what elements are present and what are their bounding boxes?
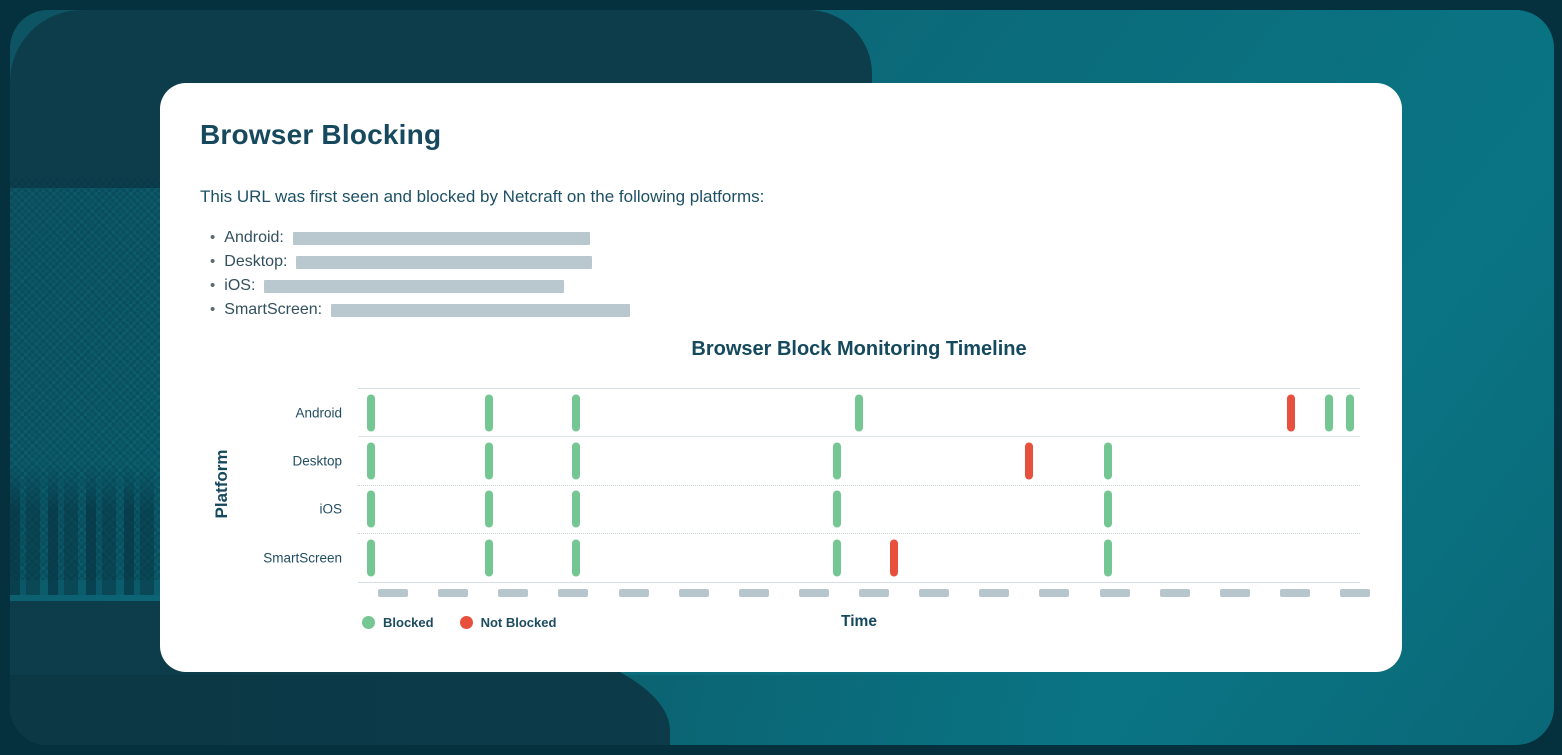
x-tick-redacted xyxy=(859,589,890,597)
platform-list-item: • Desktop: xyxy=(210,250,630,274)
legend-dot-blocked-icon xyxy=(362,615,375,629)
platform-row-label: iOS xyxy=(319,501,342,517)
event-mark-blocked xyxy=(1104,442,1113,480)
intro-text: This URL was first seen and blocked by N… xyxy=(200,187,765,206)
event-mark-blocked xyxy=(485,394,494,432)
bullet-icon: • xyxy=(210,276,216,294)
x-tick-redacted xyxy=(1039,589,1070,597)
event-mark-blocked xyxy=(485,490,494,528)
platform-row-label: SmartScreen xyxy=(263,550,342,566)
redacted-value-bar xyxy=(331,303,631,317)
x-tick-redacted xyxy=(919,589,950,597)
x-tick-redacted xyxy=(1339,589,1370,597)
legend-item-not-blocked: Not Blocked xyxy=(459,614,557,630)
event-mark-blocked xyxy=(572,490,581,528)
platform-row-desktop: Desktop xyxy=(292,437,1360,486)
x-tick-redacted xyxy=(1159,589,1190,597)
x-tick-redacted xyxy=(738,589,769,597)
event-mark-blocked xyxy=(1104,539,1113,577)
event-mark-blocked xyxy=(832,539,841,577)
platform-item-label: Desktop: xyxy=(224,253,288,270)
x-tick-redacted xyxy=(378,589,409,597)
timeline-plot: Android Desktop iOS SmartScreen xyxy=(263,388,1360,583)
x-tick-redacted xyxy=(979,589,1010,597)
x-tick-redacted xyxy=(798,589,829,597)
x-tick-redacted xyxy=(498,589,529,597)
platform-row-android: Android xyxy=(295,389,1360,438)
event-mark-not-blocked xyxy=(1025,442,1034,480)
platform-row-ios: iOS xyxy=(319,486,1360,534)
chart-footer: Time Blocked Not Blocked xyxy=(358,611,1360,633)
event-mark-blocked xyxy=(367,394,376,432)
x-tick-redacted xyxy=(1099,589,1130,597)
platform-item-label: iOS: xyxy=(224,277,256,294)
platform-list-item: • SmartScreen: xyxy=(210,298,631,322)
legend-item-blocked: Blocked xyxy=(362,615,434,630)
x-axis-label: Time xyxy=(841,613,877,630)
event-mark-blocked xyxy=(832,442,841,480)
event-mark-not-blocked xyxy=(1286,394,1295,432)
platform-row-label: Android xyxy=(295,405,342,421)
event-mark-blocked xyxy=(572,442,581,480)
redacted-value-bar xyxy=(296,255,593,269)
y-axis-label: Platform xyxy=(212,449,231,519)
legend-dot-not-blocked-icon xyxy=(459,615,473,629)
x-tick-redacted xyxy=(678,589,709,597)
platform-item-label: Android: xyxy=(224,229,284,246)
x-axis-ticks xyxy=(358,589,1370,597)
page-title: Browser Blocking xyxy=(200,119,442,150)
bullet-icon: • xyxy=(210,300,216,318)
event-mark-blocked xyxy=(367,490,376,528)
legend-label: Not Blocked xyxy=(480,614,557,630)
platform-row-label: Desktop xyxy=(292,453,342,469)
redacted-value-bar xyxy=(292,231,590,245)
x-tick-redacted xyxy=(1219,589,1250,597)
platform-row-smartscreen: SmartScreen xyxy=(263,534,1360,582)
event-mark-blocked xyxy=(485,442,494,480)
platform-list: • Android: • Desktop: • iOS: • SmartScreen: xyxy=(210,226,631,322)
event-mark-blocked xyxy=(367,442,376,480)
x-tick-redacted xyxy=(558,589,589,597)
event-mark-not-blocked xyxy=(890,539,899,577)
platform-item-label: SmartScreen: xyxy=(224,301,323,318)
platform-list-item: • iOS: xyxy=(210,274,630,298)
browser-blocking-card: Browser Blocking This URL was first seen… xyxy=(160,83,1402,672)
event-mark-blocked xyxy=(572,394,581,432)
event-mark-blocked xyxy=(855,394,863,432)
legend-label: Blocked xyxy=(383,614,434,630)
event-mark-blocked xyxy=(1324,394,1333,432)
x-tick-redacted xyxy=(1279,589,1310,597)
x-tick-redacted xyxy=(438,589,469,597)
redacted-value-bar xyxy=(264,279,565,293)
bullet-icon: • xyxy=(210,252,216,270)
event-mark-blocked xyxy=(485,539,494,577)
event-mark-blocked xyxy=(1345,394,1354,432)
chart-legend: Blocked Not Blocked xyxy=(362,611,556,633)
event-mark-blocked xyxy=(572,539,581,577)
event-mark-blocked xyxy=(832,490,841,528)
event-mark-blocked xyxy=(1104,490,1113,528)
event-mark-blocked xyxy=(367,539,376,577)
background-bottom-fade xyxy=(10,675,1554,745)
bullet-icon: • xyxy=(210,228,216,246)
x-tick-redacted xyxy=(618,589,649,597)
chart-title: Browser Block Monitoring Timeline xyxy=(691,338,1027,360)
platform-list-item: • Android: xyxy=(210,226,630,250)
